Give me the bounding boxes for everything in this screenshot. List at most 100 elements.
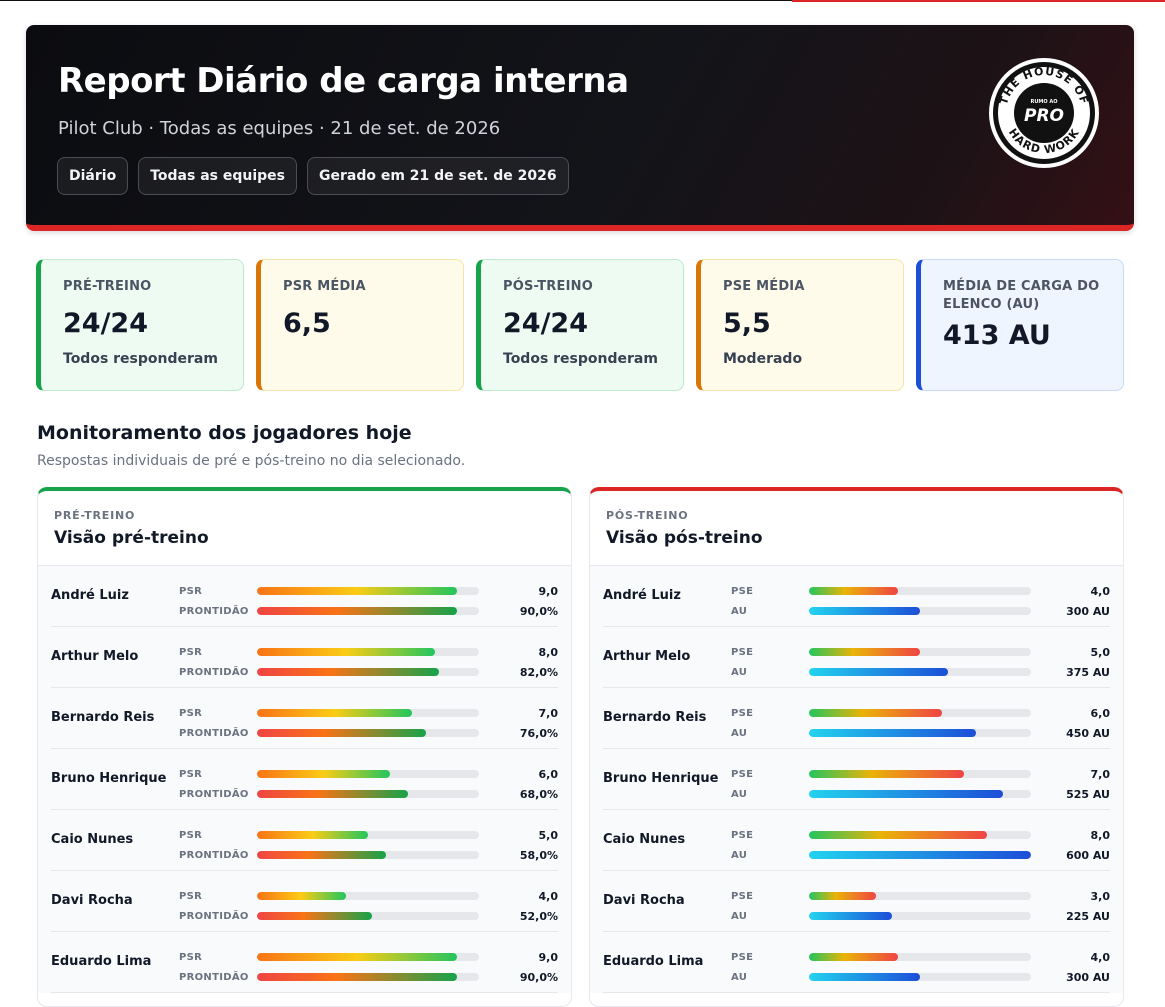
player-name: Davi Rocha: [51, 893, 133, 908]
svg-text:PRO: PRO: [1024, 106, 1064, 126]
metric-label-b: PRONTIDÃO: [179, 972, 249, 983]
metric-value-b: 375 AU: [1066, 666, 1110, 679]
metric-label-b: PRONTIDÃO: [179, 911, 249, 922]
metric-bar-a-fill: [809, 953, 898, 961]
metric-bar-a-fill: [257, 831, 368, 839]
player-row[interactable]: Arthur Melo PSE 5,0 AU 375 AU: [603, 627, 1110, 688]
team-pill[interactable]: Todas as equipes: [138, 157, 297, 195]
metric-bar-b: [809, 668, 1031, 676]
metric-value-b: 225 AU: [1066, 910, 1110, 923]
kpi-psr-media-card: PSR MÉDIA 6,5: [256, 259, 464, 391]
player-row[interactable]: Caio Nunes PSE 8,0 AU 600 AU: [603, 810, 1110, 871]
metric-bar-b-fill: [257, 973, 457, 981]
metric-bar-a: [809, 831, 1031, 839]
metric-value-a: 9,0: [538, 585, 559, 598]
metric-value-a: 4,0: [538, 890, 559, 903]
kpi-label: MÉDIA DE CARGA DO ELENCO (AU): [943, 279, 1100, 312]
kpi-value: 24/24: [63, 308, 149, 339]
kpi-note: Todos responderam: [503, 351, 658, 367]
metric-value-b: 90,0%: [519, 971, 558, 984]
metric-bar-b-fill: [257, 668, 440, 676]
player-row[interactable]: André Luiz PSR 9,0 PRONTIDÃO 90,0%: [51, 566, 558, 627]
top-border: [0, 0, 1165, 1]
player-row[interactable]: Arthur Melo PSR 8,0 PRONTIDÃO 82,0%: [51, 627, 558, 688]
player-row[interactable]: Caio Nunes PSR 5,0 PRONTIDÃO 58,0%: [51, 810, 558, 871]
kpi-label: PSR MÉDIA: [283, 279, 366, 294]
metric-bar-b-fill: [809, 668, 948, 676]
metric-bar-a-fill: [809, 648, 920, 656]
metric-bar-b: [257, 729, 479, 737]
player-name: André Luiz: [51, 588, 129, 603]
player-name: Bruno Henrique: [603, 771, 719, 786]
player-list: André Luiz PSR 9,0 PRONTIDÃO 90,0% Arthur Mel…: [38, 566, 571, 993]
metric-bar-a-fill: [257, 953, 457, 961]
panel-header: PÓS-TREINO Visão pós-treino: [590, 491, 1123, 566]
metric-bar-a: [809, 892, 1031, 900]
metric-bar-b: [809, 729, 1031, 737]
kpi-note: Todos responderam: [63, 351, 218, 367]
kpi-label: PRÉ-TREINO: [63, 279, 152, 294]
period-pill[interactable]: Diário: [57, 157, 129, 195]
player-row[interactable]: Davi Rocha PSE 3,0 AU 225 AU: [603, 871, 1110, 932]
metric-value-b: 82,0%: [519, 666, 558, 679]
player-name: Bruno Henrique: [51, 771, 167, 786]
metric-value-a: 4,0: [1090, 951, 1111, 964]
metric-label-b: PRONTIDÃO: [179, 850, 249, 861]
player-row[interactable]: Bruno Henrique PSE 7,0 AU 525 AU: [603, 749, 1110, 810]
metric-bar-a-fill: [809, 770, 965, 778]
player-name: Arthur Melo: [51, 649, 139, 664]
metric-label-b: AU: [731, 789, 748, 800]
section-subtitle: Respostas individuais de pré e pós-trein…: [37, 453, 466, 469]
player-name: Bernardo Reis: [51, 710, 155, 725]
metric-label-a: PSR: [179, 952, 203, 963]
metric-label-b: AU: [731, 606, 748, 617]
metric-label-a: PSE: [731, 769, 754, 780]
player-row[interactable]: Bruno Henrique PSR 6,0 PRONTIDÃO 68,0%: [51, 749, 558, 810]
metric-bar-b-fill: [809, 607, 920, 615]
metric-bar-b-fill: [809, 790, 1004, 798]
metric-bar-a-fill: [257, 770, 391, 778]
pos-treino-panel: PÓS-TREINO Visão pós-treino André Luiz PS…: [589, 487, 1124, 1007]
club-logo: THE HOUSE OF HARD WORK RUMO AO PRO: [989, 58, 1099, 168]
metric-bar-b-fill: [257, 851, 386, 859]
metric-bar-a: [257, 770, 479, 778]
metric-label-a: PSE: [731, 830, 754, 841]
metric-label-b: PRONTIDÃO: [179, 606, 249, 617]
metric-label-a: PSR: [179, 708, 203, 719]
player-name: André Luiz: [603, 588, 681, 603]
metric-value-b: 450 AU: [1066, 727, 1110, 740]
metric-label-b: PRONTIDÃO: [179, 789, 249, 800]
player-row[interactable]: Eduardo Lima PSE 4,0 AU 300 AU: [603, 932, 1110, 993]
metric-bar-b-fill: [257, 790, 408, 798]
metric-value-b: 525 AU: [1066, 788, 1110, 801]
player-name: Caio Nunes: [603, 832, 686, 847]
metric-label-a: PSE: [731, 952, 754, 963]
metric-bar-b: [257, 973, 479, 981]
metric-value-a: 7,0: [1090, 768, 1111, 781]
page-subtitle: Pilot Club · Todas as equipes · 21 de se…: [58, 118, 501, 139]
metric-bar-b: [257, 912, 479, 920]
metric-label-a: PSR: [179, 586, 203, 597]
metric-bar-b: [257, 790, 479, 798]
generated-date-pill[interactable]: Gerado em 21 de set. de 2026: [306, 157, 569, 195]
page-title: Report Diário de carga interna: [58, 61, 629, 101]
filter-pills: Diário Todas as equipes Gerado em 21 de …: [57, 157, 569, 195]
player-name: Eduardo Lima: [603, 954, 704, 969]
player-row[interactable]: André Luiz PSE 4,0 AU 300 AU: [603, 566, 1110, 627]
player-row[interactable]: Bernardo Reis PSE 6,0 AU 450 AU: [603, 688, 1110, 749]
metric-value-a: 6,0: [1090, 707, 1111, 720]
player-row[interactable]: Eduardo Lima PSR 9,0 PRONTIDÃO 90,0%: [51, 932, 558, 993]
top-accent-bar: [792, 0, 1165, 2]
player-row[interactable]: Davi Rocha PSR 4,0 PRONTIDÃO 52,0%: [51, 871, 558, 932]
metric-bar-a-fill: [257, 892, 346, 900]
metric-bar-a-fill: [257, 648, 435, 656]
kpi-label: PSE MÉDIA: [723, 279, 805, 294]
metric-label-b: AU: [731, 850, 748, 861]
kpi-note: Moderado: [723, 351, 803, 367]
player-row[interactable]: Bernardo Reis PSR 7,0 PRONTIDÃO 76,0%: [51, 688, 558, 749]
metric-bar-b: [809, 790, 1031, 798]
metric-bar-a: [809, 770, 1031, 778]
metric-bar-b-fill: [809, 729, 976, 737]
metric-bar-a-fill: [809, 831, 987, 839]
player-name: Caio Nunes: [51, 832, 134, 847]
